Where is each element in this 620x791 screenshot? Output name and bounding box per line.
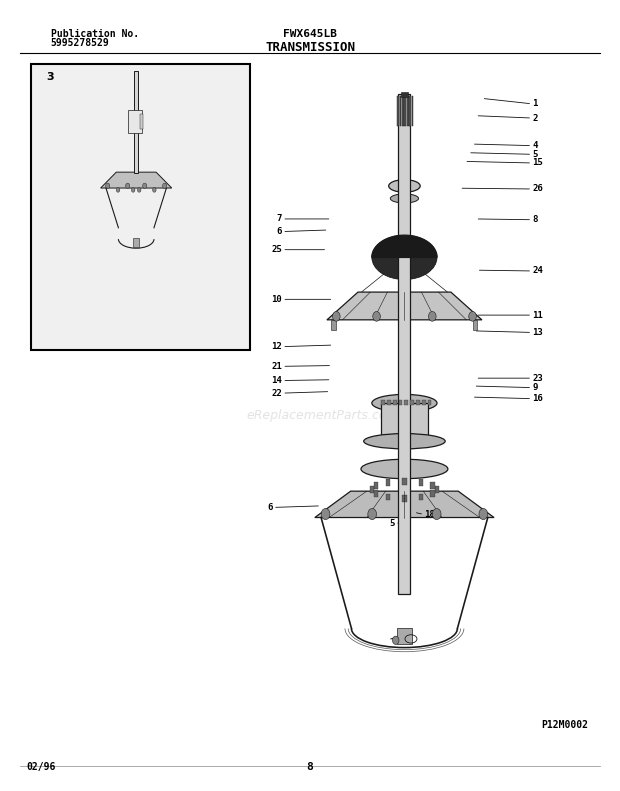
Polygon shape (372, 235, 437, 257)
Text: 2: 2 (532, 114, 538, 123)
Bar (397, 629, 412, 644)
Circle shape (117, 187, 120, 192)
Circle shape (153, 187, 156, 192)
Circle shape (479, 509, 488, 520)
Bar (418, 479, 423, 486)
Polygon shape (100, 172, 172, 188)
Text: 6: 6 (277, 227, 282, 236)
Bar (402, 478, 407, 485)
Ellipse shape (364, 433, 445, 448)
Bar (416, 399, 420, 405)
Bar (418, 494, 423, 501)
Bar (374, 490, 378, 498)
Text: 26: 26 (532, 184, 543, 194)
Bar (331, 320, 335, 330)
Circle shape (105, 184, 110, 188)
Bar (387, 399, 391, 405)
Text: 24: 24 (532, 267, 543, 275)
Text: 16: 16 (532, 394, 543, 403)
Circle shape (428, 312, 436, 321)
Ellipse shape (372, 395, 437, 412)
Circle shape (469, 312, 476, 321)
Text: 5995278529: 5995278529 (51, 39, 110, 48)
Bar (381, 399, 385, 405)
Text: TRANSMISSION: TRANSMISSION (265, 41, 355, 54)
Bar (428, 399, 432, 405)
Ellipse shape (389, 180, 420, 192)
Text: 25: 25 (272, 245, 282, 254)
Bar (399, 97, 401, 126)
Circle shape (368, 509, 376, 520)
Bar (393, 399, 397, 405)
Bar (404, 97, 406, 126)
Bar (128, 111, 142, 133)
Text: 1: 1 (532, 100, 538, 108)
Text: 5: 5 (532, 149, 538, 159)
Text: 8: 8 (532, 215, 538, 224)
Bar (401, 93, 408, 97)
Text: 3: 3 (46, 72, 54, 82)
Circle shape (373, 312, 381, 321)
Bar (409, 97, 411, 126)
Polygon shape (315, 491, 494, 517)
Bar (397, 97, 399, 126)
Bar (412, 97, 414, 126)
FancyBboxPatch shape (31, 64, 250, 350)
Bar (374, 483, 378, 489)
Ellipse shape (361, 460, 448, 479)
Bar (386, 479, 391, 486)
Bar (404, 399, 408, 405)
Text: 5: 5 (390, 520, 395, 528)
Text: Publication No.: Publication No. (51, 29, 139, 39)
Circle shape (321, 509, 330, 520)
Text: 23: 23 (532, 373, 543, 383)
Ellipse shape (391, 194, 419, 203)
Text: 12: 12 (272, 343, 282, 351)
Bar (435, 486, 439, 494)
Circle shape (138, 187, 141, 192)
Bar (410, 399, 414, 405)
Text: 14: 14 (272, 376, 282, 385)
Bar (430, 483, 435, 489)
Text: 6: 6 (268, 503, 273, 512)
Text: 7: 7 (277, 214, 282, 223)
Text: 15: 15 (532, 158, 543, 168)
Bar (399, 399, 402, 405)
Text: 11: 11 (532, 311, 543, 320)
Bar (386, 494, 391, 501)
Bar (402, 97, 404, 126)
Circle shape (432, 509, 441, 520)
Text: P12M0002: P12M0002 (541, 721, 588, 731)
Bar (407, 97, 409, 126)
Text: 21: 21 (272, 361, 282, 371)
Text: 13: 13 (532, 328, 543, 337)
Text: 22: 22 (272, 388, 282, 398)
Circle shape (332, 312, 340, 321)
Circle shape (392, 636, 399, 645)
Circle shape (126, 184, 130, 188)
Text: 9: 9 (532, 383, 538, 392)
Bar (134, 70, 138, 173)
Text: 02/96: 02/96 (26, 763, 55, 772)
Text: 18: 18 (424, 510, 435, 519)
Bar (370, 486, 374, 494)
Ellipse shape (372, 235, 437, 279)
Text: 10: 10 (272, 295, 282, 304)
Circle shape (162, 184, 167, 188)
Text: 4: 4 (532, 141, 538, 150)
Bar (473, 320, 477, 330)
Bar (422, 399, 425, 405)
Circle shape (131, 187, 135, 192)
Circle shape (143, 184, 147, 188)
Bar (140, 114, 143, 130)
Bar (381, 403, 428, 441)
Bar (430, 490, 435, 498)
Text: FWX645LB: FWX645LB (283, 29, 337, 39)
Text: 8: 8 (307, 763, 313, 772)
Bar (399, 94, 410, 594)
Text: eReplacementParts.com: eReplacementParts.com (246, 409, 399, 422)
Bar (402, 494, 407, 501)
Bar (133, 238, 139, 247)
Polygon shape (327, 292, 482, 320)
